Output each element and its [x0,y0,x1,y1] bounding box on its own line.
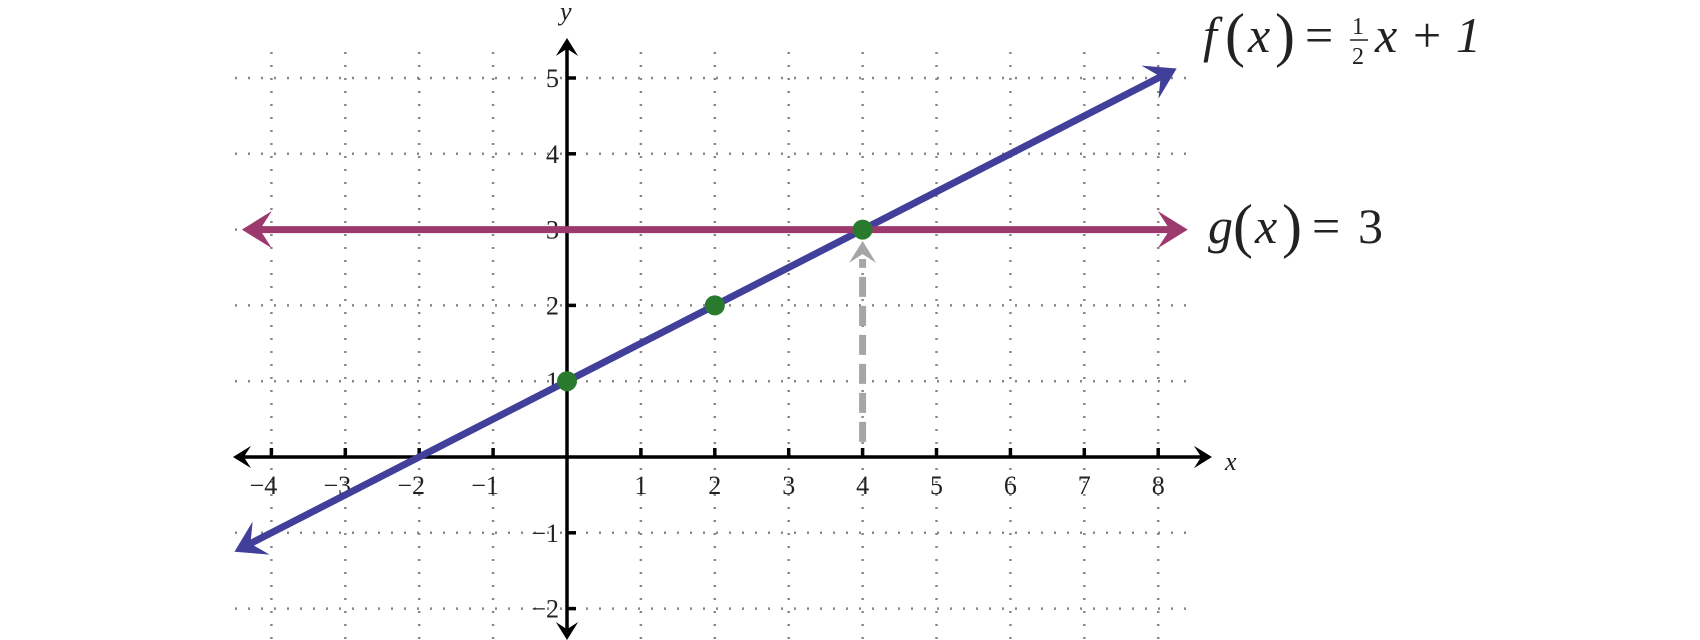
data-point [852,219,873,240]
y-tick-label: 5 [546,64,559,93]
f-label-func: f [1203,7,1223,63]
y-axis-arrow-up [555,38,579,56]
y-tick-label: −2 [531,595,559,624]
x-tick-label: 4 [856,471,869,500]
grid [235,52,1195,640]
f-line-arrow-start [234,521,270,555]
x-tick-label: −2 [397,471,425,500]
x-axis-arrow-right [1194,445,1212,469]
x-tick-label: −4 [250,471,278,500]
f-label-den: 2 [1352,44,1364,70]
g-line-arrow-end [1157,211,1188,249]
series [234,65,1188,555]
f-label-num: 1 [1352,14,1364,40]
x-tick-label: 5 [930,471,943,500]
y-axis-label: y [557,0,572,26]
f-label-rest: x + 1 [1374,7,1481,63]
f-label-rparen: ) [1275,2,1295,68]
data-point [557,371,577,392]
x-axis-label: x [1224,447,1237,476]
f-label-eq: = [1305,7,1333,63]
x-tick-label: −1 [471,471,499,500]
f-line [245,71,1166,549]
g-label-x: x [1254,198,1277,254]
g-line-arrow-start [241,211,272,249]
y-tick-label: 4 [546,140,559,169]
x-tick-label: 7 [1078,471,1091,500]
g-label: g ( x ) = 3 [1208,193,1383,259]
x-tick-label: 8 [1152,471,1165,500]
x-tick-label: 2 [708,471,721,500]
g-label-lparen: ( [1233,193,1253,259]
data-point [704,295,725,316]
x-tick-label: 1 [634,471,647,500]
f-label-x: x [1247,7,1270,63]
x-axis-arrow-left [233,445,251,469]
x-tick-label: 3 [782,471,795,500]
dashed-arrow-head [848,240,877,263]
points [557,219,873,392]
g-label-rparen: ) [1282,193,1302,259]
y-tick-label: −1 [531,519,559,548]
f-label-lparen: ( [1225,2,1245,68]
y-tick-label: 2 [546,291,559,320]
f-line-arrow-end [1141,65,1177,99]
g-label-eq: = [1312,198,1340,254]
y-axis-arrow-down [555,622,579,640]
g-label-rhs: 3 [1358,198,1383,254]
x-tick-label: 6 [1004,471,1017,500]
f-label: f ( x ) = 1 2 x + 1 [1203,2,1481,70]
g-label-func: g [1208,198,1233,254]
